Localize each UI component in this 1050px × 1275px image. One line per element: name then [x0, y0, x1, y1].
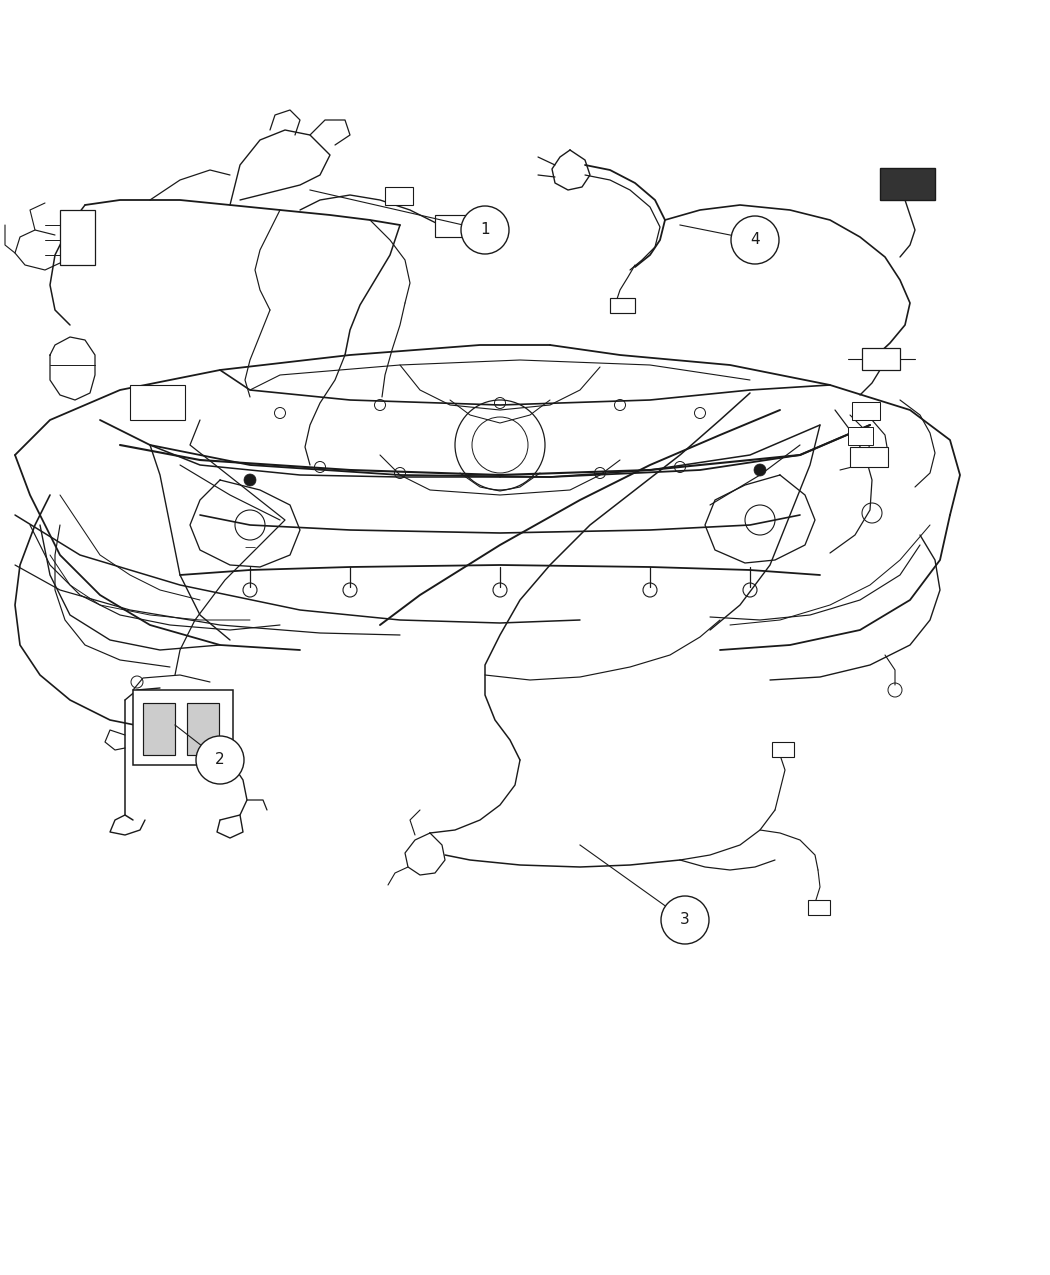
Bar — [772, 742, 794, 757]
Circle shape — [196, 736, 244, 784]
Text: 1: 1 — [480, 223, 489, 237]
Bar — [850, 448, 888, 467]
Bar — [610, 298, 635, 312]
Bar — [862, 348, 900, 370]
Bar — [143, 703, 175, 755]
Bar — [133, 690, 233, 765]
Bar — [130, 385, 185, 419]
Bar — [848, 427, 873, 445]
Bar — [808, 900, 830, 915]
Text: 4: 4 — [750, 232, 760, 247]
Bar — [385, 187, 413, 205]
Bar — [880, 168, 934, 200]
Bar — [60, 210, 94, 265]
Circle shape — [244, 474, 256, 486]
Text: 3: 3 — [680, 913, 690, 927]
Bar — [187, 703, 219, 755]
Text: —: — — [245, 542, 255, 552]
Circle shape — [754, 464, 766, 476]
Text: 2: 2 — [215, 752, 225, 768]
Circle shape — [731, 215, 779, 264]
Bar — [852, 402, 880, 419]
Bar — [435, 215, 470, 237]
Circle shape — [662, 896, 709, 944]
Circle shape — [461, 207, 509, 254]
